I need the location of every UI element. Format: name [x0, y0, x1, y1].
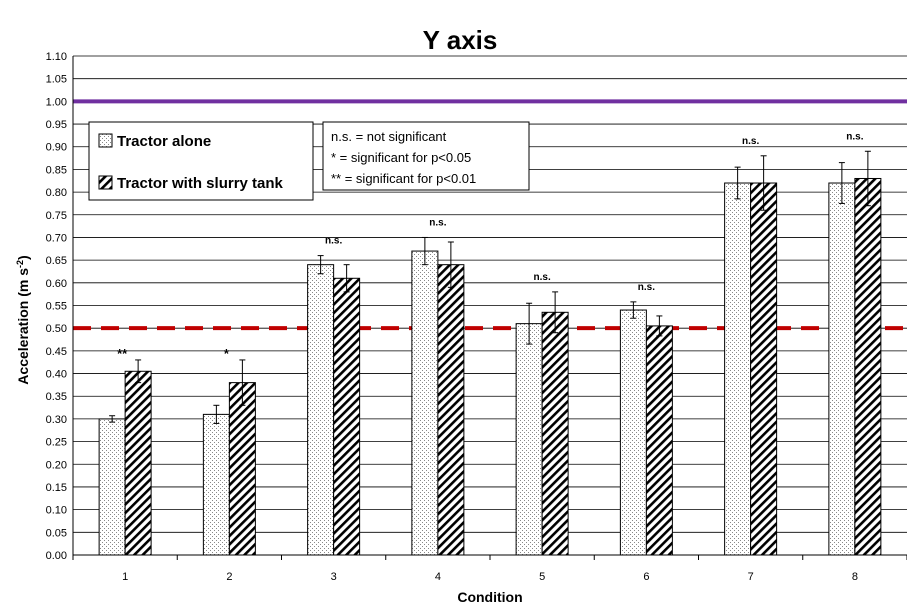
x-axis-title: Condition [457, 589, 522, 605]
significance-labels: ** *n.s.n.s.n.s.n.s.n.s. n.s. [117, 131, 864, 361]
legend-swatch-tractor-with-slurry-tank [98, 175, 113, 190]
significance-label-8: n.s. [846, 131, 863, 142]
y-tick-label: 0.30 [46, 414, 67, 426]
y-tick-label: 0.15 [46, 482, 67, 494]
note-p001: ** = significant for p<0.01 [331, 171, 476, 186]
error-bar [734, 166, 741, 200]
y-tick-label: 0.90 [46, 142, 67, 154]
bar-tractor-with-slurry-tank-6 [645, 325, 673, 556]
error-bars [109, 150, 871, 424]
x-tick-label: 7 [748, 571, 754, 583]
significance-label-7: n.s. [742, 136, 759, 147]
bar-tractor-with-slurry-tank-7 [750, 182, 778, 556]
bar-tractor-alone-6 [619, 309, 647, 556]
notes-box [322, 121, 530, 191]
y-tick-label: 0.40 [46, 369, 67, 381]
bar-tractor-with-slurry-tank-4 [437, 264, 465, 556]
bar-tractor-with-slurry-tank-5 [541, 311, 569, 556]
y-tick-label: 1.10 [46, 51, 67, 63]
legend-label-tractor-alone: Tractor alone [117, 133, 211, 150]
bar-tractor-with-slurry-tank-8 [854, 177, 882, 556]
y-tick-labels: 0.00 0.05 0.10 0.15 0.20 0.25 0.30 0.35 0.40 0.45… [46, 51, 67, 562]
y-tick-label: 0.35 [46, 391, 67, 403]
y-tick-label: 0.00 [46, 550, 67, 562]
y-tick-label: 0.45 [46, 346, 67, 358]
y-axis-title-close: ) [15, 255, 31, 260]
y-tick-label: 0.75 [46, 210, 67, 222]
x-tick-label: 4 [435, 571, 441, 583]
x-tick-label: 2 [226, 571, 232, 583]
y-axis-title-main: Acceleration (m s [15, 268, 31, 385]
legend-label-tractor-with-slurry-tank: Tractor with slurry tank [117, 175, 284, 192]
y-tick-label: 0.85 [46, 164, 67, 176]
bar-tractor-with-slurry-tank-3 [333, 277, 361, 556]
reference-lines [73, 99, 907, 331]
legend-box [88, 121, 314, 201]
error-bar [447, 241, 454, 288]
y-tick-label: 0.50 [46, 323, 67, 335]
y-tick-label: 0.10 [46, 505, 67, 517]
bar-tractor-alone-2 [202, 413, 230, 556]
error-bar [760, 155, 767, 211]
y-axis-title: Acceleration (m s-2) [15, 255, 31, 384]
y-tick-label: 1.00 [46, 96, 67, 108]
error-bar [656, 315, 663, 337]
error-bar [552, 291, 559, 334]
error-bar [317, 255, 324, 275]
significance-label-2: * [224, 346, 230, 361]
bar-tractor-alone-8 [828, 182, 856, 556]
error-bar [343, 264, 350, 293]
significance-label-5: n.s. [534, 272, 551, 283]
x-tick-label: 3 [331, 571, 337, 583]
error-bar [213, 404, 220, 424]
chart-title: Y axis [423, 25, 498, 55]
bar-tractor-alone-4 [411, 250, 439, 556]
significance-notes: n.s. = not significant * = significant f… [322, 121, 530, 191]
note-not-significant: n.s. = not significant [331, 129, 447, 144]
error-bar [526, 302, 533, 345]
legend-swatch-tractor-alone [98, 133, 113, 148]
x-tick-labels: 1 2 3 4 5 6 7 8 [122, 571, 858, 583]
error-bar [630, 301, 637, 319]
y-tick-label: 0.25 [46, 437, 67, 449]
y-tick-label: 0.70 [46, 232, 67, 244]
y-tick-label: 0.20 [46, 459, 67, 471]
bar-tractor-alone-3 [307, 264, 335, 556]
y-tick-label: 0.60 [46, 278, 67, 290]
error-bar [421, 236, 428, 266]
x-tick-label: 1 [122, 571, 128, 583]
bar-tractor-alone-1 [98, 418, 126, 556]
y-tick-label: 0.05 [46, 527, 67, 539]
y-tick-label: 0.55 [46, 301, 67, 313]
y-axis-title-superscript: -2 [15, 260, 25, 268]
x-tick-label: 8 [852, 571, 858, 583]
significance-label-4: n.s. [429, 217, 446, 228]
bar-tractor-alone-7 [724, 182, 752, 556]
x-tick-label: 6 [643, 571, 649, 583]
legend: Tractor alone Tractor with slurry tank [88, 121, 314, 201]
note-p005: * = significant for p<0.05 [331, 150, 471, 165]
y-tick-label: 0.95 [46, 119, 67, 131]
axes [72, 56, 907, 560]
error-bar [109, 415, 116, 423]
error-bar [838, 162, 845, 204]
y-tick-label: 1.05 [46, 74, 67, 86]
significance-label-3: n.s. [325, 236, 342, 247]
x-tick-label: 5 [539, 571, 545, 583]
y-tick-label: 0.65 [46, 255, 67, 267]
significance-label-6: n.s. [638, 282, 655, 293]
error-bar [135, 359, 142, 384]
error-bar [864, 150, 871, 207]
bar-tractor-with-slurry-tank-1 [124, 370, 152, 556]
y-tick-label: 0.80 [46, 187, 67, 199]
bar-tractor-with-slurry-tank-2 [228, 382, 256, 556]
error-bar [239, 359, 246, 406]
significance-label-1: ** [117, 346, 128, 361]
bar-tractor-alone-5 [515, 323, 543, 556]
